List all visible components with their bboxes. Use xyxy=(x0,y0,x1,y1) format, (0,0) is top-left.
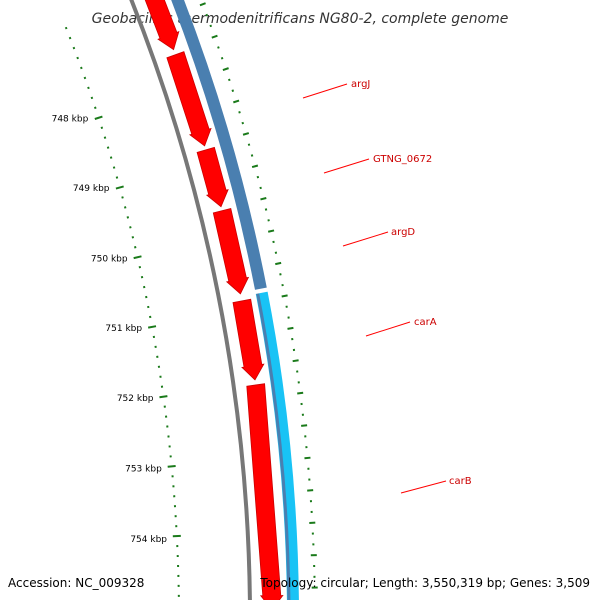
tick-minor xyxy=(87,86,90,90)
tick-major xyxy=(94,115,103,120)
gene-name: carB xyxy=(449,476,472,487)
tick-minor xyxy=(123,206,127,209)
gene-ring-gap xyxy=(254,287,269,295)
leader-line xyxy=(400,480,447,494)
tick-minor xyxy=(112,166,116,169)
gene-ring-segment-carA-carB xyxy=(255,290,299,600)
tick-label: 751 kbp xyxy=(105,324,142,334)
gene-ring-segment-argJ-argD xyxy=(171,0,267,291)
gene-label-carA[interactable]: carA xyxy=(365,317,437,337)
tick-minor xyxy=(83,76,87,80)
leader-line xyxy=(323,158,370,174)
outer-tick xyxy=(292,359,299,363)
tick-minor xyxy=(121,196,124,199)
outer-tick xyxy=(231,89,235,92)
topology-text: Topology: circular; Length: 3,550,319 bp… xyxy=(259,576,590,590)
backbone-line xyxy=(129,0,252,600)
cds-arrow[interactable] xyxy=(232,298,265,381)
tick-label: 753 kbp xyxy=(125,465,162,475)
outer-tick xyxy=(287,326,294,330)
outer-tick xyxy=(220,57,224,60)
scale-ticks: 748 kbp 749 kbp 750 kbp 751 kbp 752 kbp … xyxy=(52,2,318,597)
tick-minor xyxy=(76,56,79,60)
cds-arrow[interactable] xyxy=(212,208,250,295)
tick-major xyxy=(133,255,142,260)
tick-major xyxy=(115,185,124,190)
outer-tick xyxy=(199,2,206,7)
gene-label-argD[interactable]: argD xyxy=(342,227,415,247)
outer-tick xyxy=(281,294,288,298)
tick-minor xyxy=(94,106,97,110)
accession-text: Accession: NC_009328 xyxy=(8,576,144,590)
tick-major xyxy=(167,465,176,468)
backbone-ring xyxy=(129,0,252,600)
cds-arrow[interactable] xyxy=(246,383,284,600)
outer-tick xyxy=(304,456,311,460)
tick-minor xyxy=(100,126,104,129)
outer-tick xyxy=(209,24,213,28)
outer-tick xyxy=(251,164,259,169)
tick-minor xyxy=(126,216,130,219)
tick-minor xyxy=(72,46,76,50)
outer-tick xyxy=(228,78,231,82)
outer-tick xyxy=(267,229,275,233)
gene-labels: argJ GTNG_0672 argD carA carB xyxy=(302,79,472,494)
outer-tick xyxy=(242,132,250,136)
tick-minor xyxy=(106,146,110,149)
tick-label: 749 kbp xyxy=(73,184,110,194)
outer-tick xyxy=(275,261,282,266)
tick-minor xyxy=(68,36,72,40)
tick-minor xyxy=(109,156,113,159)
tick-minor xyxy=(115,176,119,179)
outer-tick xyxy=(301,424,308,427)
cds-arrow[interactable] xyxy=(166,51,212,147)
tick-label: 750 kbp xyxy=(91,254,128,264)
gene-ring-blue xyxy=(171,0,299,600)
outer-tick xyxy=(256,175,260,179)
outer-tick xyxy=(233,99,240,104)
outer-tick xyxy=(297,391,304,395)
tick-major xyxy=(159,395,168,399)
map-title: Geobacillus thermodenitrificans NG80-2, … xyxy=(92,11,509,27)
tick-label: 748 kbp xyxy=(52,114,89,124)
leader-line xyxy=(302,83,348,99)
gene-name: GTNG_0672 xyxy=(373,154,432,165)
outer-tick xyxy=(211,34,218,39)
leader-line xyxy=(342,231,389,247)
tick-label: 752 kbp xyxy=(117,394,154,404)
leader-line xyxy=(365,321,411,337)
outer-tick xyxy=(260,197,267,201)
outer-tick xyxy=(238,111,241,114)
gene-name: carA xyxy=(414,317,437,328)
cds-arrow[interactable] xyxy=(140,0,180,51)
tick-minor xyxy=(103,136,107,139)
outer-tick xyxy=(241,121,244,125)
cds-arrow[interactable] xyxy=(196,146,229,208)
cds-features xyxy=(140,0,284,600)
gene-label-argJ[interactable]: argJ xyxy=(302,79,370,99)
tick-major xyxy=(147,325,157,329)
outer-tick xyxy=(205,13,209,17)
outer-tick xyxy=(217,46,220,49)
gene-label-GTNG_0672[interactable]: GTNG_0672 xyxy=(323,154,432,174)
tick-label: 754 kbp xyxy=(130,535,167,545)
gene-name: argJ xyxy=(351,79,370,90)
gene-name: argD xyxy=(391,227,415,238)
outer-tick xyxy=(247,143,251,146)
outer-tick xyxy=(222,67,229,71)
gene-ring-segment-inner xyxy=(256,292,291,600)
outer-tick xyxy=(250,154,254,157)
tick-minor xyxy=(90,96,94,100)
gene-label-carB[interactable]: carB xyxy=(400,476,472,494)
tick-minor xyxy=(80,66,83,70)
tick-minor xyxy=(64,26,68,30)
